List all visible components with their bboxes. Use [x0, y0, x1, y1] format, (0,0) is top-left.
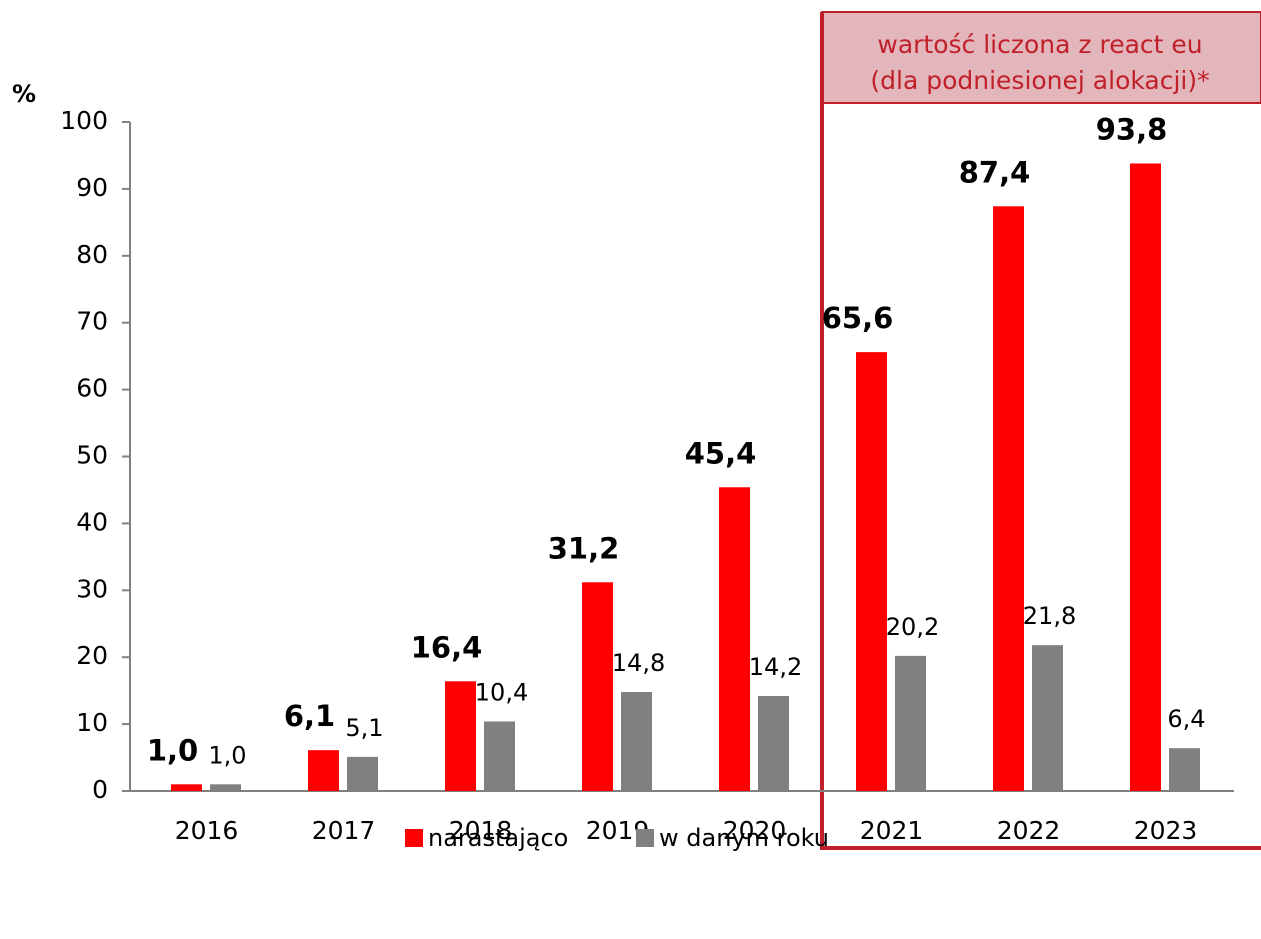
value-label: 6,1 [284, 699, 335, 733]
y-tick-label: 40 [76, 507, 108, 536]
value-label: 31,2 [548, 531, 620, 565]
legend-swatch [405, 829, 423, 847]
legend-label: narastająco [428, 824, 568, 852]
bar [1169, 748, 1200, 791]
bar [484, 721, 515, 791]
y-tick-label: 50 [76, 441, 108, 470]
bar [1032, 645, 1063, 791]
bar [621, 691, 652, 791]
y-tick-label: 60 [76, 374, 108, 403]
y-tick-label: 30 [76, 574, 108, 603]
bar [347, 756, 378, 791]
value-label: 65,6 [822, 301, 894, 335]
legend-label: w danym roku [659, 824, 829, 852]
bar [895, 655, 926, 791]
x-tick-label: 2022 [997, 816, 1061, 845]
annotation-box [821, 11, 1261, 104]
bar [445, 681, 476, 791]
x-tick-label: 2017 [312, 816, 376, 845]
x-tick-label: 2023 [1134, 816, 1198, 845]
bar [308, 750, 339, 791]
bar [993, 206, 1024, 791]
legend-swatch [636, 829, 654, 847]
value-label: 87,4 [959, 155, 1031, 189]
value-label: 1,0 [147, 733, 198, 767]
value-label: 45,4 [685, 436, 757, 470]
value-label: 93,8 [1096, 112, 1168, 146]
value-label: 10,4 [475, 678, 528, 706]
bar [1130, 163, 1161, 791]
y-tick-label: 100 [60, 106, 108, 135]
y-tick-label: 0 [92, 775, 108, 804]
annotation-frame [820, 12, 1261, 850]
bar [582, 582, 613, 791]
bar [856, 352, 887, 791]
bar [719, 487, 750, 791]
y-tick-label: 80 [76, 240, 108, 269]
value-label: 14,2 [749, 653, 802, 681]
annotation-line: wartość liczona z react eu [877, 30, 1202, 59]
value-label: 16,4 [411, 630, 483, 664]
value-label: 6,4 [1167, 705, 1205, 733]
y-tick-label: 20 [76, 641, 108, 670]
bar [171, 784, 202, 791]
x-tick-label: 2016 [175, 816, 239, 845]
value-label: 1,0 [208, 741, 246, 769]
value-label: 21,8 [1023, 602, 1076, 630]
x-tick-label: 2021 [860, 816, 924, 845]
y-tick-label: 90 [76, 173, 108, 202]
value-label: 5,1 [345, 714, 383, 742]
bar [758, 696, 789, 791]
value-label: 20,2 [886, 613, 939, 641]
x-tick-label: 2020 [723, 816, 787, 845]
value-label: 14,8 [612, 649, 665, 677]
bar [210, 784, 241, 791]
y-tick-label: 70 [76, 307, 108, 336]
annotation-line: (dla podniesionej alokacji)* [870, 66, 1209, 95]
y-axis-label: % [12, 80, 36, 108]
y-tick-label: 10 [76, 708, 108, 737]
x-tick-label: 2018 [449, 816, 513, 845]
